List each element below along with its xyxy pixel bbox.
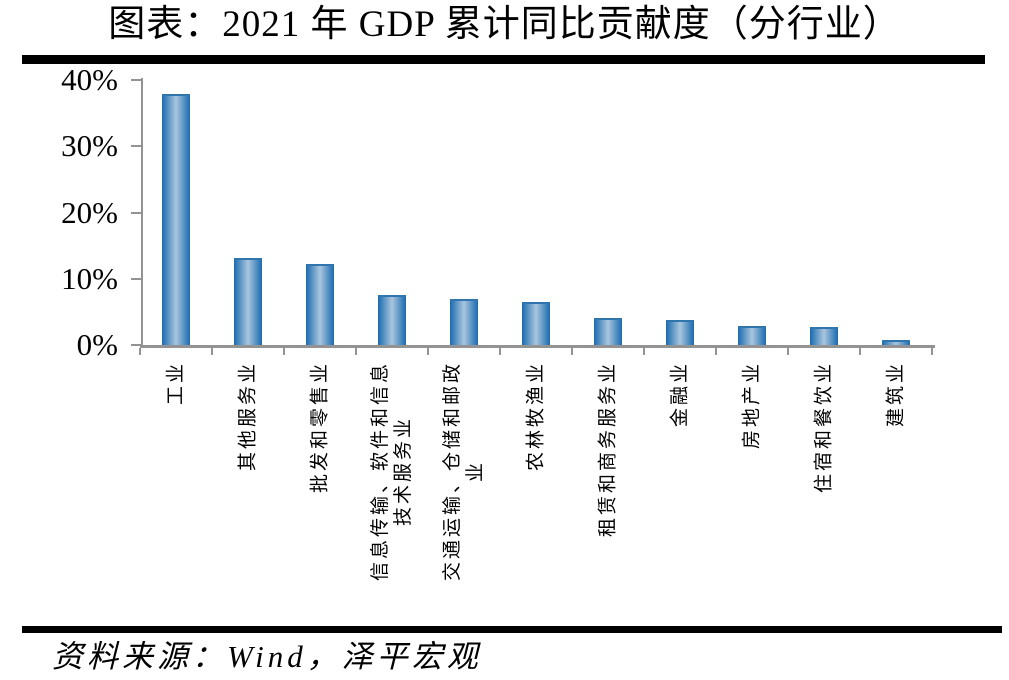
x-axis-label-1: 工业 <box>166 361 220 405</box>
y-axis-tick <box>131 211 141 214</box>
y-axis-tick <box>131 344 141 346</box>
x-axis-tick <box>499 348 501 355</box>
bar-2 <box>234 257 262 346</box>
x-axis-tick <box>283 348 285 355</box>
x-axis-tick <box>715 348 717 355</box>
x-axis-label-text: 信息传输、软件和信息 技术服务业 <box>370 361 414 582</box>
bar-1 <box>162 94 190 346</box>
x-axis-tick <box>787 348 789 355</box>
x-axis-label-text: 房地产业 <box>741 361 763 450</box>
source-note: 资料来源：Wind，泽平宏观 <box>52 639 482 674</box>
x-axis-label-text: 建筑业 <box>885 361 907 428</box>
x-axis-tick <box>211 348 213 355</box>
x-axis-label-text: 农林牧渔业 <box>525 361 547 472</box>
bar-3 <box>306 263 334 346</box>
x-axis-label-text: 租赁和商务服务业 <box>597 361 619 538</box>
x-axis-label-text: 住宿和餐饮业 <box>813 361 835 494</box>
bar-6 <box>522 301 550 346</box>
top-divider <box>22 55 985 64</box>
x-axis-tick <box>139 348 141 355</box>
y-axis-tick-label: 20% <box>61 194 118 230</box>
x-axis-tick <box>571 348 573 355</box>
y-axis-tick-label: 0% <box>76 327 118 362</box>
bar-11 <box>882 340 910 346</box>
bar-9 <box>738 326 766 346</box>
bottom-divider <box>22 626 1002 633</box>
x-axis-tick <box>643 348 645 355</box>
x-axis-label-text: 工业 <box>165 361 187 406</box>
x-axis-tick <box>355 348 357 355</box>
bar-7 <box>594 318 622 346</box>
y-axis-tick <box>131 145 141 148</box>
y-axis-line <box>141 78 143 347</box>
x-axis-label-text: 金融业 <box>669 361 691 428</box>
bar-5 <box>450 298 478 346</box>
y-axis-tick-label: 10% <box>61 260 118 296</box>
x-axis-tick <box>427 348 429 355</box>
y-axis-tick <box>131 79 141 81</box>
x-axis-label-11: 建筑业 <box>886 361 962 427</box>
x-axis-label-text: 批发和零售业 <box>309 361 331 494</box>
bar-10 <box>810 326 838 346</box>
x-axis-label-8: 金融业 <box>670 361 746 427</box>
x-axis-line <box>140 345 935 348</box>
chart-title: 图表：2021 年 GDP 累计同比贡献度（分行业） <box>108 4 901 45</box>
bar-4 <box>378 294 406 346</box>
x-axis-label-text: 其他服务业 <box>237 361 259 472</box>
y-axis-tick-label: 40% <box>61 62 118 97</box>
y-axis-tick <box>131 277 141 280</box>
x-axis-label-text: 交通运输、仓储和邮政 业 <box>442 361 486 582</box>
x-axis-tick <box>931 348 933 355</box>
x-axis-tick <box>859 348 861 355</box>
y-axis-tick-label: 30% <box>61 128 118 164</box>
bar-8 <box>666 320 694 346</box>
